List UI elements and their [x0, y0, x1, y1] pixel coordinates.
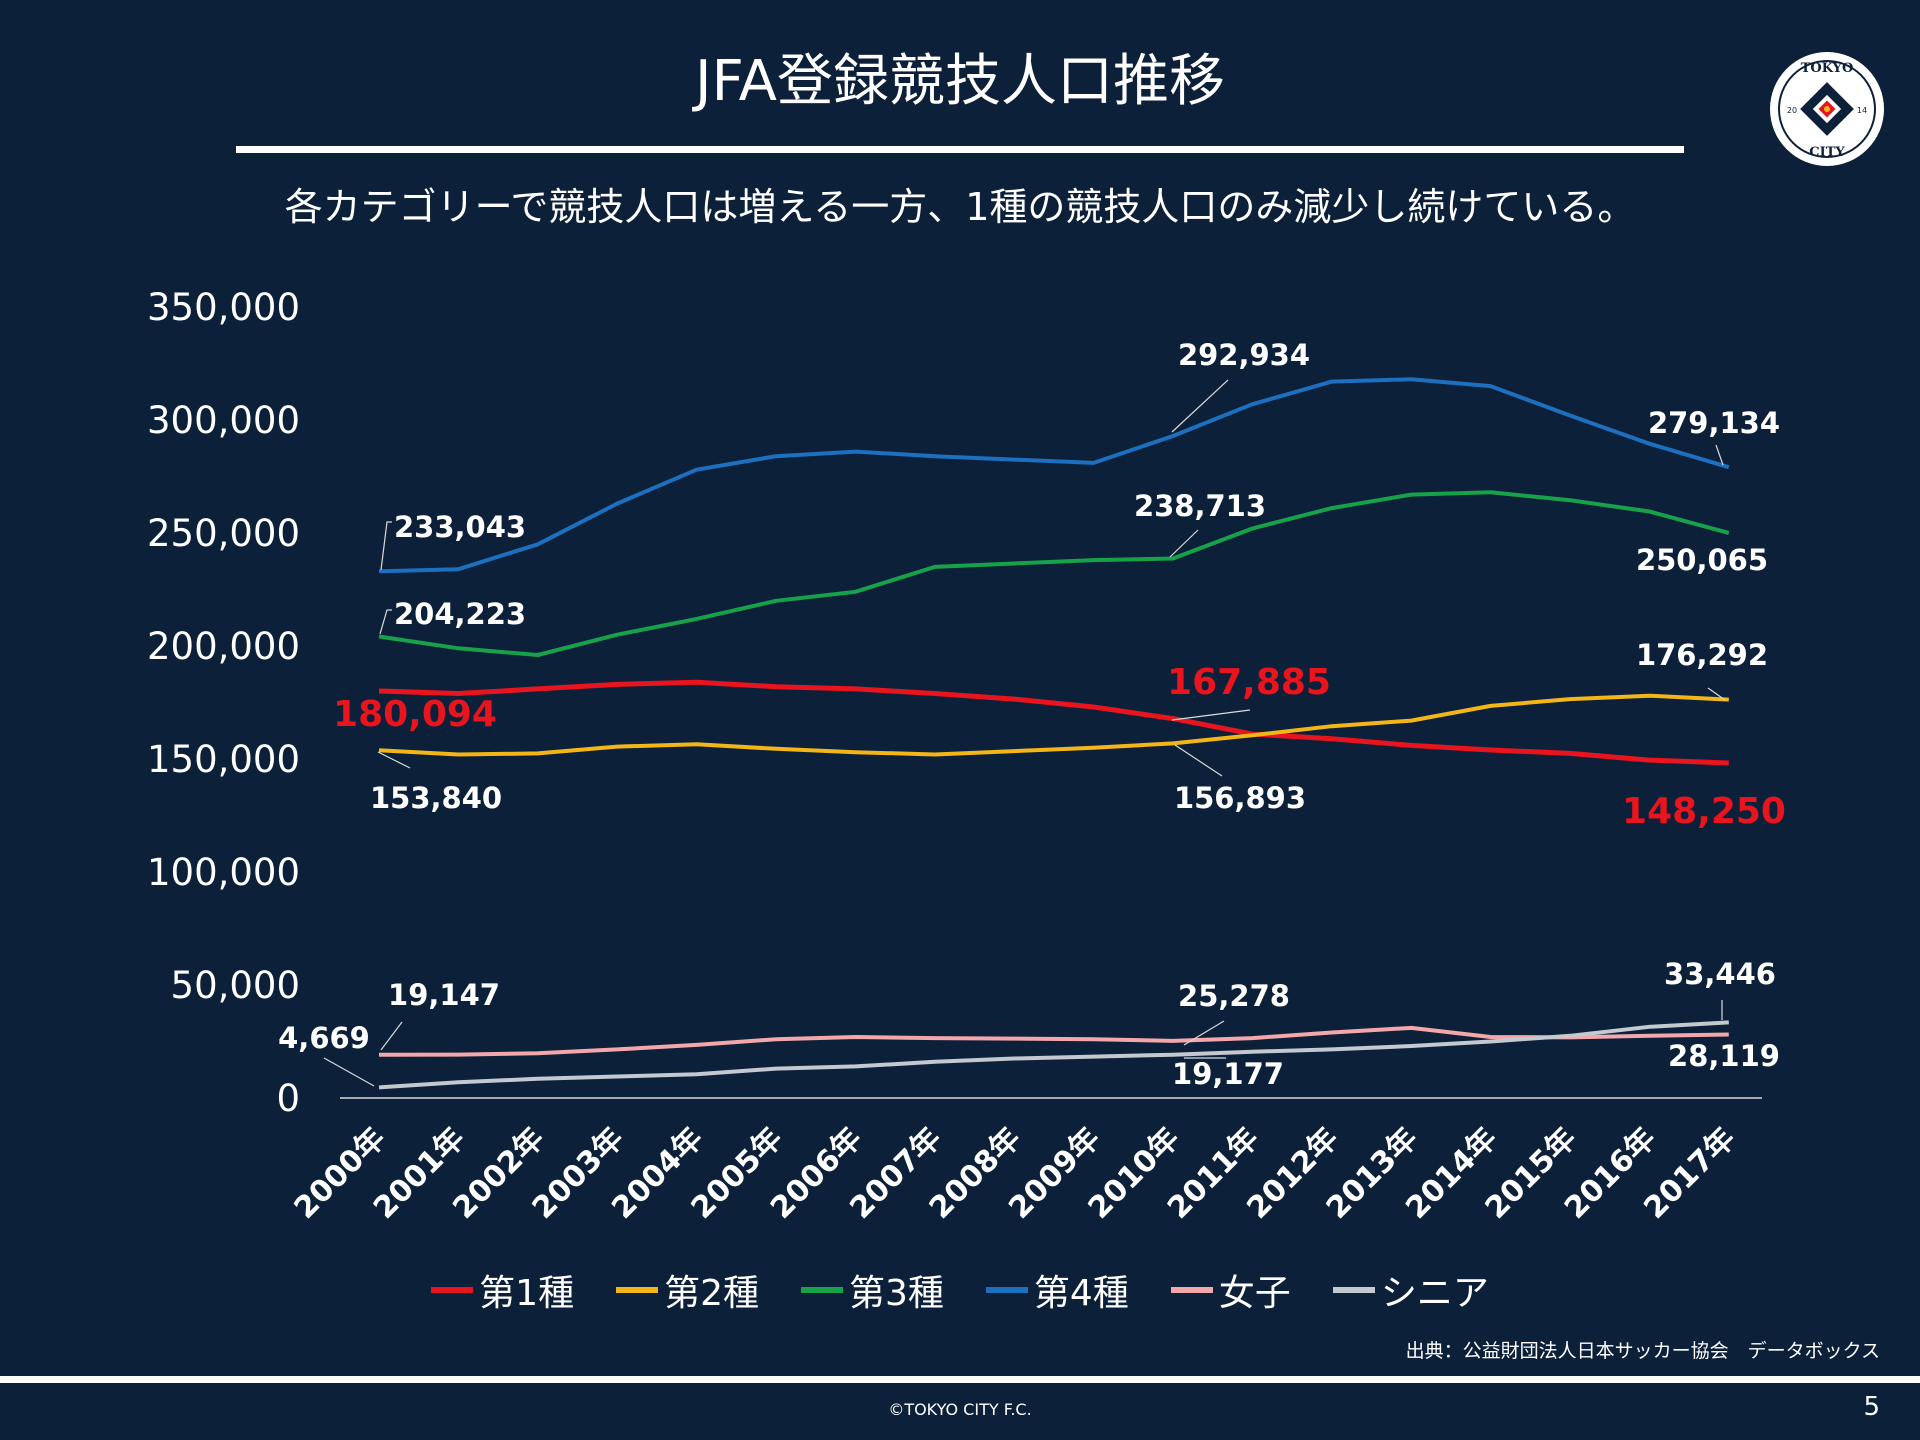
data-label-s4-first: 233,043	[394, 510, 526, 544]
data-label-sn-last: 33,446	[1664, 957, 1776, 991]
page-title: JFA登録競技人口推移	[695, 49, 1225, 114]
data-label-s1-mid: 167,885	[1167, 662, 1331, 703]
page-subtitle: 各カテゴリーで競技人口は増える一方、1種の競技人口のみ減少し続けている。	[284, 185, 1636, 229]
chart-legend: 第1種 第2種 第3種 第4種 女子 シニア	[0, 1264, 1920, 1316]
legend-label: 女子	[1218, 1273, 1291, 1314]
legend-label: シニア	[1380, 1273, 1489, 1314]
legend-label: 第1種	[479, 1273, 575, 1314]
legend-swatch	[616, 1287, 659, 1293]
leader-line	[1707, 687, 1726, 701]
leader-line	[1174, 744, 1223, 777]
y-tick-label: 50,000	[171, 964, 300, 1007]
footer-divider	[0, 1376, 1920, 1383]
source-note: 出典：公益財団法人日本サッカー協会 データボックス	[1405, 1340, 1880, 1362]
data-label-sn-mid: 19,177	[1172, 1057, 1284, 1091]
legend-item-6: シニア	[1332, 1264, 1489, 1316]
leader-line	[1171, 379, 1229, 433]
series-line-5	[378, 1025, 1729, 1057]
data-label-s3-mid: 238,713	[1134, 489, 1266, 523]
leader-line	[1169, 529, 1199, 558]
legend-item-4: 第4種	[985, 1264, 1129, 1316]
y-tick-label: 350,000	[147, 286, 300, 329]
copyright: ©TOKYO CITY F.C.	[888, 1400, 1032, 1419]
y-tick-label: 100,000	[147, 851, 300, 894]
series-line-6	[378, 1020, 1729, 1090]
leader-line	[380, 1021, 403, 1051]
leader-line	[1715, 444, 1724, 466]
title-divider	[236, 146, 1684, 153]
leader-line	[323, 1057, 375, 1087]
logo-bottom-text: CITY	[1809, 145, 1845, 160]
legend-label: 第4種	[1033, 1273, 1129, 1314]
data-label-s1-first: 180,094	[333, 694, 497, 735]
data-label-s2-first: 153,840	[370, 781, 502, 815]
y-tick-label: 150,000	[147, 738, 300, 781]
legend-item-1: 第1種	[431, 1264, 574, 1316]
legend-swatch	[800, 1287, 843, 1293]
logo-top-text: TOKYO	[1801, 61, 1854, 76]
legend-swatch	[431, 1287, 474, 1293]
leader-line	[377, 751, 411, 769]
page-number: 5	[1863, 1392, 1880, 1422]
legend-swatch	[1332, 1287, 1375, 1293]
data-label-w-first: 19,147	[388, 978, 500, 1012]
leader-line	[379, 609, 392, 635]
leader-line	[1183, 1020, 1225, 1046]
legend-swatch	[1170, 1287, 1213, 1293]
legend-item-2: 第2種	[616, 1264, 759, 1316]
data-label-s4-mid: 292,934	[1178, 338, 1310, 372]
data-label-s2-mid: 156,893	[1174, 781, 1306, 815]
y-tick-label: 0	[276, 1077, 300, 1120]
series-line-4	[378, 377, 1730, 574]
data-label-w-last: 28,119	[1668, 1039, 1780, 1073]
series-lines	[378, 377, 1730, 1090]
legend-swatch	[985, 1287, 1028, 1293]
club-logo: TOKYO CITY 20 14	[1770, 52, 1884, 166]
leader-line	[380, 521, 392, 571]
logo-left-num: 20	[1787, 106, 1797, 115]
data-label-s3-last: 250,065	[1636, 543, 1768, 577]
data-label-s4-last: 279,134	[1648, 406, 1780, 440]
y-axis: 0 50,000 100,000 150,000 200,000 250,000 300,0…	[147, 286, 300, 1120]
series-line-1	[378, 679, 1729, 766]
series-line-2	[378, 693, 1729, 757]
legend-label: 第3種	[848, 1273, 944, 1314]
logo-right-num: 14	[1857, 106, 1867, 115]
x-axis: 2000年2001年2002年2003年2004年2005年2006年2007年…	[288, 1121, 1743, 1226]
data-labels: 233,043 292,934 279,134 204,223 238,713 250,0…	[278, 338, 1786, 1091]
y-tick-label: 250,000	[147, 512, 300, 555]
data-label-sn-first: 4,669	[278, 1021, 370, 1055]
data-label-s1-last: 148,250	[1622, 791, 1786, 832]
data-label-w-mid: 25,278	[1178, 979, 1290, 1013]
data-label-s2-last: 176,292	[1636, 638, 1768, 672]
y-tick-label: 200,000	[147, 625, 300, 668]
legend-label: 第2種	[664, 1273, 759, 1314]
leader-line	[1171, 709, 1251, 721]
data-label-s3-first: 204,223	[394, 597, 526, 631]
y-tick-label: 300,000	[147, 399, 300, 442]
legend-item-5: 女子	[1170, 1264, 1291, 1316]
series-line-3	[378, 490, 1730, 657]
legend-item-3: 第3種	[800, 1264, 944, 1316]
